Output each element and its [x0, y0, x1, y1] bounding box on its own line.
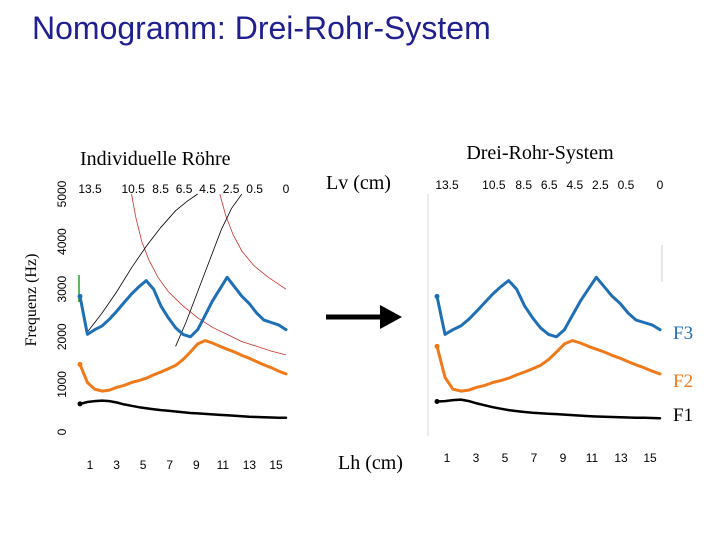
series-line-f3 [78, 275, 288, 339]
bottom-tick-label: 5 [140, 458, 147, 472]
series-start-point [77, 361, 83, 367]
top-tick-label: 4.5 [199, 182, 216, 196]
reference-curve [175, 193, 243, 347]
bottom-tick-label: 13 [614, 451, 628, 465]
top-tick-label: 10.5 [121, 182, 145, 196]
series-start-point [434, 293, 440, 299]
top-tick-label: 0 [283, 182, 290, 196]
bottom-tick-label: 3 [113, 458, 120, 472]
bottom-tick-label: 1 [444, 451, 451, 465]
series-start-point [77, 293, 83, 299]
left-top-tick-labels: 13.5 10.5 8.5 6.5 4.5 2.5 0.5 0 [78, 182, 289, 196]
series-line-f1 [78, 399, 288, 419]
top-tick-label: 10.5 [482, 178, 506, 192]
y-tick-label: 5000 [55, 180, 69, 207]
left-bottom-tick-labels: 1 3 5 7 9 11 13 15 [87, 458, 283, 472]
bottom-tick-label: 11 [217, 458, 230, 472]
top-tick-label: 2.5 [223, 182, 240, 196]
top-tick-label: 6.5 [176, 182, 193, 196]
top-tick-label: 4.5 [566, 178, 583, 192]
y-tick-label: 4000 [55, 228, 69, 255]
right-bottom-tick-labels: 1 3 5 7 9 11 13 15 [444, 451, 657, 465]
lv-label: Lv (cm) [326, 172, 391, 194]
top-tick-label: 0.5 [618, 178, 635, 192]
series-line-f2 [78, 339, 288, 393]
top-tick-label: 0 [657, 178, 664, 192]
y-tick-labels: 0 1000 2000 3000 4000 5000 [55, 180, 69, 435]
series-line-f2 [435, 339, 662, 393]
bottom-tick-label: 5 [502, 451, 509, 465]
lh-label: Lh (cm) [338, 452, 403, 474]
legend-entry-f2: F2 [673, 371, 693, 392]
middle-section: Lv (cm) Lh (cm) [326, 172, 403, 474]
reference-curve [219, 193, 287, 290]
y-tick-label: 0 [55, 428, 69, 435]
legend-entry-f3: F3 [673, 323, 693, 344]
y-tick-label: 3000 [55, 276, 69, 303]
legend: F3 F2 F1 [673, 323, 693, 426]
series-start-point [434, 399, 440, 405]
right-top-tick-labels: 13.5 10.5 8.5 6.5 4.5 2.5 0.5 0 [435, 178, 663, 192]
top-tick-label: 2.5 [592, 178, 609, 192]
slide-title: Nomogramm: Drei-Rohr-System [32, 10, 491, 46]
y-axis-label: Frequenz (Hz) [23, 254, 40, 347]
bottom-tick-label: 11 [586, 451, 599, 465]
bottom-tick-label: 7 [531, 451, 538, 465]
series-start-point [77, 401, 83, 407]
reference-curve [87, 193, 198, 333]
legend-entry-f1: F1 [673, 405, 693, 426]
series-start-point [434, 343, 440, 349]
y-tick-label: 1000 [55, 371, 69, 398]
right-series [434, 275, 662, 420]
top-tick-label: 13.5 [78, 182, 102, 196]
bottom-tick-label: 15 [643, 451, 657, 465]
top-tick-label: 13.5 [435, 178, 459, 192]
bottom-tick-label: 9 [193, 458, 200, 472]
right-panel-title: Drei-Rohr-System [466, 142, 614, 164]
left-panel: Individuelle Röhre Frequenz (Hz) 0 1000 20… [23, 148, 297, 472]
bottom-tick-label: 1 [87, 458, 94, 472]
top-tick-label: 6.5 [541, 178, 558, 192]
top-tick-label: 8.5 [515, 178, 532, 192]
top-tick-label: 8.5 [152, 182, 169, 196]
bottom-tick-label: 9 [560, 451, 567, 465]
bottom-tick-label: 13 [243, 458, 257, 472]
left-reference-curves [87, 193, 287, 356]
arrow-head [380, 305, 402, 329]
bottom-tick-label: 3 [473, 451, 480, 465]
right-panel: Drei-Rohr-System 13.5 10.5 8.5 6.5 4.5 2.5 0.5… [427, 142, 693, 465]
y-tick-label: 2000 [55, 323, 69, 350]
series-line-f1 [435, 398, 662, 420]
series-line-f3 [435, 275, 662, 339]
left-panel-title: Individuelle Röhre [80, 148, 231, 170]
bottom-tick-label: 7 [166, 458, 173, 472]
left-series [77, 275, 288, 419]
bottom-tick-label: 15 [269, 458, 283, 472]
top-tick-label: 0.5 [246, 182, 263, 196]
